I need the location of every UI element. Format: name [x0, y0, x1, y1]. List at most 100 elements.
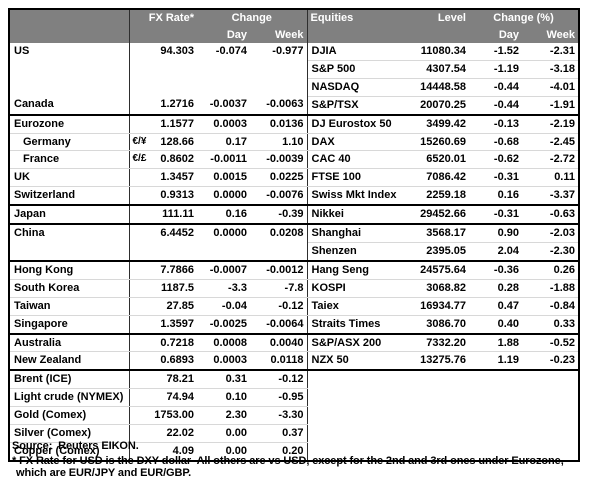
equity-change-week: -0.52	[522, 333, 579, 353]
equity-change-day: 1.88	[469, 333, 522, 353]
country-label: South Korea	[9, 279, 130, 298]
fx-rate-value: 6.4452	[160, 227, 194, 240]
equity-change-day: -0.44	[469, 96, 522, 116]
fx-change-week: -0.95	[250, 388, 308, 408]
equity-change-day: 0.16	[469, 186, 522, 207]
equity-change-day: -0.31	[469, 205, 522, 226]
fx-change-day	[197, 60, 250, 78]
fx-rate-value: 74.94	[129, 388, 197, 408]
fx-rate-value: 1187.5	[129, 279, 197, 298]
equity-label	[307, 407, 407, 425]
country-label: UK	[9, 168, 130, 188]
country-label: Hong Kong	[9, 260, 130, 280]
table-row: Hong Kong 7.7866 -0.0007 -0.0012 Hang Seng 24…	[9, 260, 579, 280]
table-row: China 6.4452 0.0000 0.0208 Shanghai 3568.17 0.…	[9, 224, 579, 243]
fx-rate-value	[129, 60, 197, 78]
equity-label: S&P 500	[307, 60, 407, 79]
fx-change-week: 0.0118	[250, 351, 308, 372]
fx-change-week: -0.0064	[250, 315, 308, 335]
fx-change-day: -0.0025	[197, 315, 250, 335]
equity-level: 24575.64	[407, 260, 469, 280]
fx-change-day: 2.30	[197, 406, 250, 426]
equity-change-week	[522, 370, 579, 388]
table-row: Canada 1.2716 -0.0037 -0.0063 S&P/TSX 20070.2…	[9, 96, 579, 116]
fx-change-week: -0.0076	[250, 186, 308, 207]
equity-change-week: -1.88	[522, 279, 579, 298]
equity-level	[407, 370, 469, 388]
fx-change-week: -3.30	[250, 406, 308, 426]
header-fx-week: Week	[250, 26, 308, 43]
equity-label: CAC 40	[307, 150, 407, 170]
equity-change-day	[469, 370, 522, 388]
country-label: Switzerland	[9, 186, 130, 207]
fx-change-week	[250, 242, 308, 262]
header-equity-week: Week	[522, 26, 579, 43]
header-equities: Equities	[307, 9, 407, 26]
fx-change-day: 0.0000	[197, 186, 250, 207]
equity-change-week: -2.19	[522, 114, 579, 134]
equity-change-week: -2.72	[522, 150, 579, 170]
table-row: Light crude (NYMEX) 74.94 0.10 -0.95	[9, 388, 579, 408]
equity-level	[407, 389, 469, 407]
equity-change-week: 0.33	[522, 315, 579, 335]
equity-label: DJ Eurostox 50	[307, 114, 407, 134]
country-label: Gold (Comex)	[9, 406, 130, 426]
fx-rate-value: 1.1577	[129, 114, 197, 134]
fx-rate-value: 1.3457	[129, 168, 197, 188]
equity-change-day: 2.04	[469, 242, 522, 262]
country-label: Germany	[9, 133, 130, 152]
equity-level: 3086.70	[407, 315, 469, 335]
fx-change-week: 0.0136	[250, 114, 308, 134]
equity-change-week: -0.23	[522, 351, 579, 372]
country-label: Japan	[9, 205, 130, 226]
equity-label: DJIA	[307, 43, 407, 61]
currency-pair-label: €/¥	[132, 135, 147, 147]
equity-change-day: -0.62	[469, 150, 522, 170]
fx-rate-value: 111.11	[129, 205, 197, 226]
equity-level: 2259.18	[407, 186, 469, 207]
fx-change-week: -0.39	[250, 205, 308, 226]
equity-change-day: 0.90	[469, 224, 522, 243]
equity-label: Hang Seng	[307, 260, 407, 280]
fx-change-day: 0.0000	[213, 227, 247, 240]
equity-level: 3068.82	[407, 279, 469, 298]
equity-change-week: 0.26	[522, 260, 579, 280]
header-fx-rate: FX Rate*	[129, 9, 197, 26]
equity-level: 2395.05	[407, 242, 469, 262]
equity-change-week: 0.11	[522, 168, 579, 188]
fx-change-week: 0.0225	[250, 168, 308, 188]
country-label: New Zealand	[9, 351, 130, 372]
equity-label: S&P/ASX 200	[307, 333, 407, 353]
table-header: FX Rate* Change Equities Level Change (%…	[9, 9, 579, 43]
fx-rate-value: €/£ 0.8602	[129, 150, 197, 170]
equity-level: 7086.42	[407, 168, 469, 188]
country-label: Australia	[9, 333, 130, 353]
header-fx-change: Change	[197, 9, 308, 26]
table-row: Silver (Comex) 22.02 0.00 0.37	[9, 424, 579, 443]
fx-rate-value: 0.7218	[129, 333, 197, 353]
fx-change-week: 0.0040	[250, 333, 308, 353]
equity-level: 16934.77	[407, 297, 469, 316]
header-equity-change-pct: Change (%)	[469, 9, 579, 26]
equity-level: 3568.17	[407, 224, 469, 243]
fx-change-day	[197, 78, 250, 96]
header-blank-cell	[9, 9, 130, 26]
fx-change-week: -0.12	[250, 297, 308, 316]
equity-level	[407, 407, 469, 425]
equity-change-day: -0.68	[469, 133, 522, 152]
table-row: UK 1.3457 0.0015 0.0225 FTSE 100 7086.42 -0.31…	[9, 168, 579, 188]
fx-change-week: -0.12	[250, 370, 308, 390]
equity-change-day: -0.13	[469, 114, 522, 134]
country-label: France	[9, 150, 130, 170]
fx-change-day: 0.0015	[197, 168, 250, 188]
fx-rate-value: 27.85	[129, 297, 197, 316]
fx-rate-value: 22.02	[129, 424, 197, 443]
fx-change-week: -7.8	[250, 279, 308, 298]
equity-change-week	[522, 407, 579, 425]
equity-change-day: -1.52	[469, 43, 522, 61]
equity-level: 14448.58	[407, 78, 469, 97]
equity-change-week: -2.03	[522, 224, 579, 243]
equity-change-week: -2.31	[522, 43, 579, 61]
currency-pair-label: €/£	[132, 153, 147, 165]
fx-rate-value: 4.09	[172, 444, 194, 457]
